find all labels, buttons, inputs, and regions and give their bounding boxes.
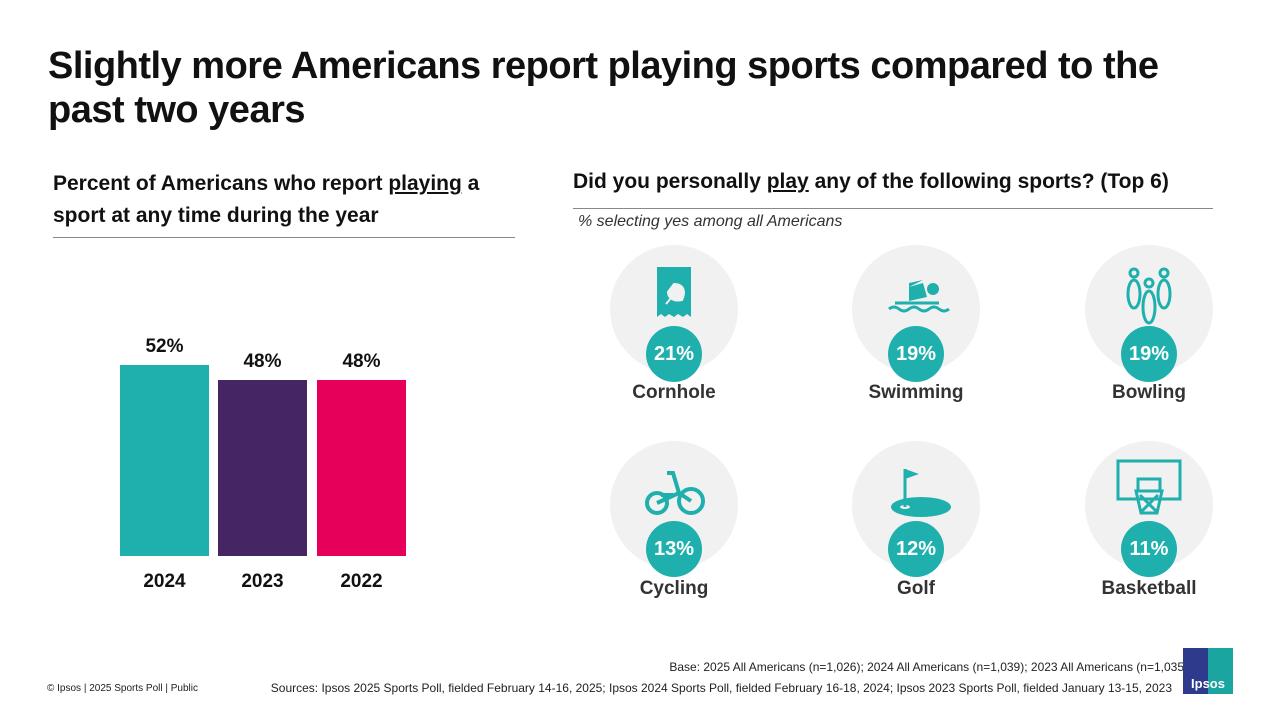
data-label: 48% <box>243 350 282 372</box>
data-label: 48% <box>342 350 381 372</box>
sport-label: Cornhole <box>632 382 716 403</box>
copyright: © Ipsos | 2025 Sports Poll | Public <box>47 683 198 694</box>
percent-badge: 13% <box>646 521 702 577</box>
sport-label: Golf <box>897 578 935 599</box>
divider <box>53 237 515 238</box>
sport-label: Cycling <box>639 578 709 599</box>
x-tick-label: 2022 <box>340 571 383 592</box>
bowling-pins-icon <box>1114 259 1184 329</box>
subtitle-text: Percent of Americans who report <box>53 172 389 195</box>
right-heading: Did you personally play any of the follo… <box>573 168 1169 196</box>
basketball-hoop-icon <box>1114 455 1184 525</box>
heading-text: Did you personally <box>573 170 767 193</box>
base-note: % selecting yes among all Americans <box>578 213 843 230</box>
x-tick-label: 2024 <box>143 571 186 592</box>
percent-badge: 21% <box>646 326 702 382</box>
heading-text: any of the following sports? (Top 6) <box>808 170 1169 193</box>
tricycle-icon <box>639 455 709 525</box>
percent-badge: 19% <box>888 326 944 382</box>
golf-flag-icon <box>881 455 951 525</box>
subtitle-text: a sport at any time during the year <box>53 172 480 227</box>
percent-badge: 12% <box>888 521 944 577</box>
bar-2022 <box>317 379 406 556</box>
page-title: Slightly more Americans report playing s… <box>48 45 1159 131</box>
logo-text: Ipsos <box>1191 676 1225 691</box>
left-subtitle: Percent of Americans who report playing … <box>53 168 523 232</box>
sport-label: Swimming <box>868 382 964 403</box>
sport-label: Basketball <box>1101 578 1197 599</box>
percent-badge: 19% <box>1121 326 1177 382</box>
subtitle-emphasis: playing <box>388 172 462 195</box>
data-label: 52% <box>145 336 184 358</box>
bar-2023 <box>218 379 307 556</box>
ipsos-logo: Ipsos <box>1183 648 1233 694</box>
sport-label: Bowling <box>1112 382 1186 403</box>
cornhole-bag-icon <box>639 259 709 329</box>
bar-2024 <box>120 365 209 556</box>
sources-text: Sources: Ipsos 2025 Sports Poll, fielded… <box>270 681 1172 695</box>
divider <box>573 208 1213 209</box>
base-text: Base: 2025 All Americans (n=1,026); 2024… <box>669 660 1188 674</box>
swimmer-icon <box>881 259 951 329</box>
percent-badge: 11% <box>1121 521 1177 577</box>
x-tick-label: 2023 <box>241 571 284 592</box>
heading-emphasis: play <box>766 170 809 193</box>
